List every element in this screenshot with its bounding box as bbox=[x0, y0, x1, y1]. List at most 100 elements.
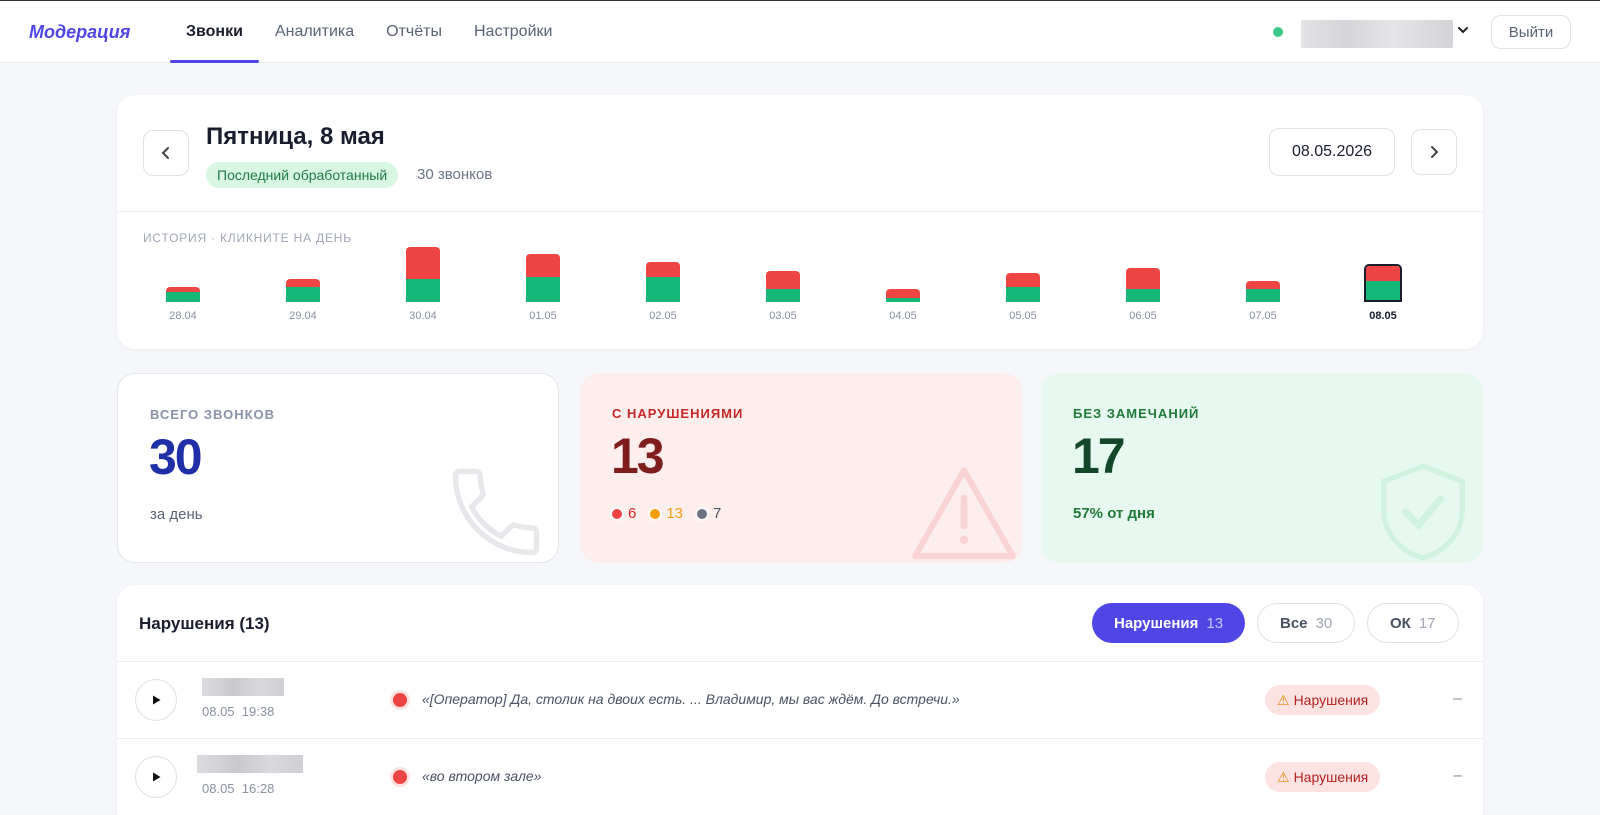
status-badge: ⚠ Нарушения bbox=[1265, 762, 1381, 792]
history-bar[interactable] bbox=[886, 289, 920, 302]
filter-all[interactable]: Все 30 bbox=[1257, 603, 1356, 643]
filter-violations-label: Нарушения bbox=[1114, 614, 1199, 632]
severity-low-count: 7 bbox=[713, 505, 722, 522]
stat-ok-value: 17 bbox=[1072, 428, 1126, 484]
history-day-01.05[interactable]: 01.05 bbox=[503, 235, 583, 330]
filter-ok-count: 17 bbox=[1418, 614, 1436, 632]
nav-tab-calls[interactable]: Звонки bbox=[170, 1, 259, 63]
row-action[interactable]: – bbox=[1453, 690, 1462, 707]
divider bbox=[117, 211, 1483, 212]
history-bar[interactable] bbox=[406, 247, 440, 302]
bar-segment-violations bbox=[1246, 281, 1280, 290]
stat-violations-label: С НАРУШЕНИЯМИ bbox=[612, 406, 744, 421]
bar-date-label: 28.04 bbox=[169, 310, 197, 322]
day-title: Пятница, 8 мая bbox=[206, 123, 385, 150]
history-label: ИСТОРИЯ · КЛИКНИТЕ НА ДЕНЬ bbox=[143, 231, 352, 245]
history-day-29.04[interactable]: 29.04 bbox=[263, 235, 343, 330]
row-date: 08.05 bbox=[202, 781, 235, 796]
violations-list-card: Нарушения (13) Нарушения 13 Все 30 ОК 17 08… bbox=[117, 585, 1483, 815]
filter-violations-count: 13 bbox=[1206, 614, 1224, 632]
last-processed-badge: Последний обработанный bbox=[206, 162, 399, 188]
bar-segment-ok bbox=[166, 291, 200, 302]
status-badge-label: Нарушения bbox=[1293, 769, 1369, 785]
history-day-28.04[interactable]: 28.04 bbox=[143, 235, 223, 330]
bar-segment-ok bbox=[1126, 289, 1160, 302]
stat-ok-label: БЕЗ ЗАМЕЧАНИЙ bbox=[1073, 406, 1200, 421]
bar-segment-ok bbox=[1246, 289, 1280, 302]
severity-low: 7 bbox=[697, 505, 721, 522]
bar-segment-ok bbox=[886, 297, 920, 302]
history-bar[interactable] bbox=[1246, 281, 1280, 302]
history-bar[interactable] bbox=[166, 287, 200, 302]
date-picker[interactable]: 08.05.2026 bbox=[1269, 128, 1395, 176]
prev-day-button[interactable] bbox=[143, 130, 189, 176]
play-button[interactable] bbox=[135, 756, 177, 798]
app-logo[interactable]: Модерация bbox=[29, 22, 131, 42]
table-row[interactable]: 08.05 16:28 «во втором зале» ⚠ Нарушения … bbox=[117, 738, 1483, 815]
row-datetime: 08.05 19:38 bbox=[202, 704, 274, 719]
history-bar[interactable] bbox=[526, 253, 560, 302]
status-badge-label: Нарушения bbox=[1293, 692, 1369, 708]
severity-legend: 6 13 7 bbox=[612, 505, 721, 522]
history-bar[interactable] bbox=[1126, 268, 1160, 302]
severity-dot bbox=[393, 693, 407, 707]
calls-count: 30 звонков bbox=[417, 166, 493, 183]
history-bar[interactable] bbox=[766, 270, 800, 302]
bar-segment-violations bbox=[1366, 266, 1400, 282]
history-bar-chart: 28.04 29.04 30.04 01.05 02.05 03.05 04.05 05.05… bbox=[143, 235, 1463, 330]
row-date: 08.05 bbox=[202, 704, 235, 719]
history-day-05.05[interactable]: 05.05 bbox=[983, 235, 1063, 330]
caller-name-redacted bbox=[202, 678, 284, 696]
user-name-redacted[interactable] bbox=[1301, 20, 1453, 48]
history-bar[interactable] bbox=[286, 278, 320, 302]
history-day-02.05[interactable]: 02.05 bbox=[623, 235, 703, 330]
filter-ok[interactable]: ОК 17 bbox=[1367, 603, 1459, 643]
history-day-08.05[interactable]: 08.05 bbox=[1343, 235, 1423, 330]
online-status-dot bbox=[1273, 27, 1283, 37]
bar-segment-violations bbox=[646, 262, 680, 277]
play-button[interactable] bbox=[135, 679, 177, 721]
nav-tab-analytics[interactable]: Аналитика bbox=[274, 23, 355, 40]
nav-tab-settings[interactable]: Настройки bbox=[473, 23, 553, 40]
bar-segment-ok bbox=[286, 287, 320, 302]
row-quote: «во втором зале» bbox=[422, 768, 542, 784]
play-icon bbox=[153, 695, 161, 705]
warning-icon: ⚠ bbox=[1277, 768, 1290, 785]
stat-total-sub: за день bbox=[150, 506, 203, 523]
chevron-down-icon[interactable] bbox=[1456, 23, 1470, 40]
next-day-button[interactable] bbox=[1411, 129, 1457, 175]
row-action[interactable]: – bbox=[1453, 767, 1462, 784]
bar-segment-ok bbox=[1006, 287, 1040, 302]
filter-violations[interactable]: Нарушения 13 bbox=[1092, 603, 1246, 643]
bar-date-label: 29.04 bbox=[289, 310, 317, 322]
bar-segment-ok bbox=[646, 276, 680, 302]
bar-segment-violations bbox=[1006, 272, 1040, 288]
severity-high-count: 6 bbox=[628, 505, 637, 522]
stat-card-ok[interactable]: БЕЗ ЗАМЕЧАНИЙ 17 57% от дня bbox=[1041, 373, 1483, 563]
history-day-04.05[interactable]: 04.05 bbox=[863, 235, 943, 330]
bar-segment-violations bbox=[406, 247, 440, 279]
nav-tab-reports[interactable]: Отчёты bbox=[386, 23, 442, 40]
history-bar[interactable] bbox=[1006, 272, 1040, 302]
warning-triangle-icon bbox=[906, 461, 1022, 563]
logout-button[interactable]: Выйти bbox=[1491, 15, 1571, 49]
play-icon bbox=[153, 772, 161, 782]
bar-segment-violations bbox=[886, 289, 920, 298]
history-bar[interactable] bbox=[646, 262, 680, 302]
row-datetime: 08.05 16:28 bbox=[202, 781, 274, 796]
history-bar[interactable] bbox=[1364, 264, 1402, 302]
bar-date-label: 03.05 bbox=[769, 310, 797, 322]
history-day-30.04[interactable]: 30.04 bbox=[383, 235, 463, 330]
gray-dot-icon bbox=[697, 508, 708, 519]
row-time: 19:38 bbox=[241, 704, 275, 719]
table-row[interactable]: 08.05 19:38 «[Оператор] Да, столик на дв… bbox=[117, 661, 1483, 738]
history-day-03.05[interactable]: 03.05 bbox=[743, 235, 823, 330]
bar-date-label: 06.05 bbox=[1129, 310, 1157, 322]
stat-card-total[interactable]: ВСЕГО ЗВОНКОВ 30 за день bbox=[117, 373, 559, 563]
stat-card-violations[interactable]: С НАРУШЕНИЯМИ 13 6 13 7 bbox=[580, 373, 1022, 563]
bar-segment-violations bbox=[1126, 268, 1160, 290]
row-time: 16:28 bbox=[241, 781, 275, 796]
shield-check-icon bbox=[1375, 459, 1471, 563]
history-day-07.05[interactable]: 07.05 bbox=[1223, 235, 1303, 330]
history-day-06.05[interactable]: 06.05 bbox=[1103, 235, 1183, 330]
